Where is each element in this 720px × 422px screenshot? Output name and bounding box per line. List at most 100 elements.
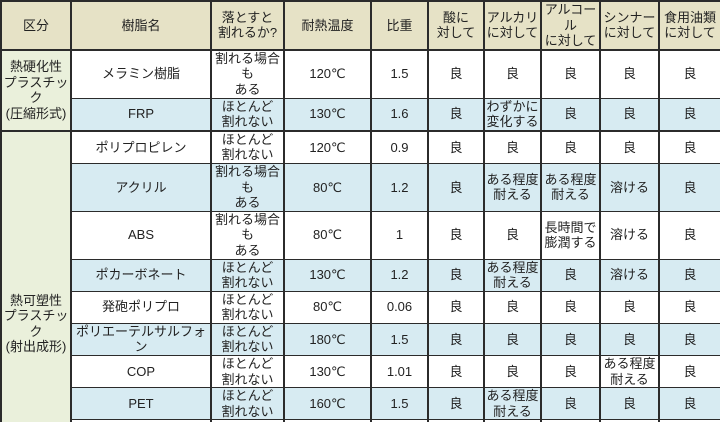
alkali-cell: 良 [483, 49, 542, 99]
header-specific-gravity: 比重 [370, 0, 429, 51]
thinner-cell: 溶ける [599, 258, 660, 292]
heat-temp-cell: 160℃ [283, 387, 372, 421]
resin-name-cell: ポリエーテルサルフォン [70, 322, 212, 357]
thinner-cell: 良 [599, 97, 660, 132]
header-category: 区分 [0, 0, 72, 51]
resin-name-cell: メラミン樹脂 [70, 49, 212, 99]
oil-cell: 良 [658, 387, 720, 421]
heat-temp-cell: 130℃ [283, 355, 372, 389]
table-row-acrylic: アクリル 割れる場合も ある 80℃ 1.2 良 ある程度 耐える ある程度 耐… [1, 162, 720, 212]
oil-cell: 良 [658, 162, 720, 212]
drop-resistance-cell: ほとんど 割れない [210, 258, 285, 292]
specific-gravity-cell: 0.06 [370, 290, 429, 324]
acid-cell: 良 [427, 97, 485, 132]
acid-cell: 良 [427, 387, 485, 421]
table-row-polylactic-acid: ポリ乳酸 割れる場合も ある 120℃ (0.45MPa) 1.42 良 ある程… [1, 419, 720, 422]
acid-cell: 良 [427, 322, 485, 357]
thinner-cell: 良 [599, 322, 660, 357]
acid-cell: 良 [427, 49, 485, 99]
drop-resistance-cell: ほとんど 割れない [210, 290, 285, 324]
table-row-polypropylene: 熱可塑性 プラスチック (射出成形) ポリプロピレン ほとんど 割れない 120… [0, 129, 720, 422]
resin-name-cell: ポリプロピレン [70, 129, 212, 164]
specific-gravity-cell: 1 [370, 210, 429, 260]
drop-resistance-cell: 割れる場合も ある [210, 49, 285, 99]
heat-temp-cell: 80℃ [283, 290, 372, 324]
header-thinner: シンナー に対して [599, 0, 660, 51]
resin-name-cell: ABS [70, 210, 212, 260]
alcohol-cell: 良 [540, 419, 601, 422]
category-cell-thermoset: 熱硬化性 プラスチック (圧縮形式) [0, 49, 72, 132]
category-cell-thermoplastic: 熱可塑性 プラスチック (射出成形) [0, 129, 72, 422]
specific-gravity-cell: 1.5 [370, 322, 429, 357]
alkali-cell: 良 [483, 355, 542, 389]
alcohol-cell: 良 [540, 387, 601, 421]
table-row-pet: PET ほとんど 割れない 160℃ 1.5 良 ある程度 耐える 良 良 良 [1, 387, 720, 421]
resin-name-cell: ポリ乳酸 [70, 419, 212, 422]
specific-gravity-cell: 1.5 [370, 387, 429, 421]
table-row-abs: ABS 割れる場合も ある 80℃ 1 良 良 長時間で 膨潤する 溶ける 良 [1, 210, 720, 260]
specific-gravity-cell: 1.2 [370, 258, 429, 292]
oil-cell: 良 [658, 49, 720, 99]
oil-cell: 良 [658, 97, 720, 132]
acid-cell: 良 [427, 162, 485, 212]
alcohol-cell: 良 [540, 355, 601, 389]
alkali-cell: ある程度 耐える [483, 258, 542, 292]
acid-cell: 良 [427, 290, 485, 324]
alkali-cell: ある程度 耐える [483, 419, 542, 422]
header-acid: 酸に 対して [427, 0, 485, 51]
specific-gravity-cell: 1.01 [370, 355, 429, 389]
thinner-cell: 長時間で 膨潤する [599, 419, 660, 422]
alcohol-cell: 良 [540, 322, 601, 357]
header-edible-oil: 食用油類 に対して [658, 0, 720, 51]
table-row-melamine: 熱硬化性 プラスチック (圧縮形式) メラミン樹脂 割れる場合も ある 120℃… [0, 49, 720, 132]
acid-cell: 良 [427, 419, 485, 422]
alkali-cell: ある程度 耐える [483, 162, 542, 212]
alkali-cell: わずかに 変化する [483, 97, 542, 132]
header-heat-temp: 耐熱温度 [283, 0, 372, 51]
drop-resistance-cell: 割れる場合も ある [210, 162, 285, 212]
oil-cell: 良 [658, 210, 720, 260]
heat-temp-cell: 130℃ [283, 97, 372, 132]
header-drop-resistance: 落とすと 割れるか? [210, 0, 285, 51]
resin-name-cell: アクリル [70, 162, 212, 212]
acid-cell: 良 [427, 129, 485, 164]
specific-gravity-cell: 1.5 [370, 49, 429, 99]
resin-name-cell: 発砲ポリプロ [70, 290, 212, 324]
thinner-cell: ある程度 耐える [599, 355, 660, 389]
alkali-cell: 良 [483, 322, 542, 357]
heat-temp-cell: 120℃ [283, 49, 372, 99]
thinner-cell: 溶ける [599, 210, 660, 260]
header-alkali: アルカリ に対して [483, 0, 542, 51]
oil-cell: 良 [658, 322, 720, 357]
oil-cell: 良 [658, 290, 720, 324]
oil-cell: 良 [658, 258, 720, 292]
thinner-cell: 良 [599, 290, 660, 324]
heat-temp-cell: 120℃ [283, 129, 372, 164]
alcohol-cell: 長時間で 膨潤する [540, 210, 601, 260]
header-row: 区分 樹脂名 落とすと 割れるか? 耐熱温度 比重 酸に 対して アルカリ に対… [0, 0, 720, 51]
header-resin-name: 樹脂名 [70, 0, 212, 51]
alcohol-cell: 良 [540, 129, 601, 164]
alkali-cell: 良 [483, 129, 542, 164]
drop-resistance-cell: ほとんど 割れない [210, 129, 285, 164]
table-row-polycarbonate: ポカーボネート ほとんど 割れない 130℃ 1.2 良 ある程度 耐える 良 … [1, 258, 720, 292]
oil-cell: 良 [658, 355, 720, 389]
oil-cell: 良 [658, 129, 720, 164]
header-alcohol: アルコール に対して [540, 0, 601, 51]
resin-name-cell: FRP [70, 97, 212, 132]
table-row-cop: COP ほとんど 割れない 130℃ 1.01 良 良 良 ある程度 耐える 良 [1, 355, 720, 389]
table-row-frp: FRP ほとんど 割れない 130℃ 1.6 良 わずかに 変化する 良 良 良 [1, 97, 720, 132]
table-row-foamed-pp: 発砲ポリプロ ほとんど 割れない 80℃ 0.06 良 良 良 良 良 [1, 290, 720, 324]
alkali-cell: ある程度 耐える [483, 387, 542, 421]
specific-gravity-cell: 1.42 [370, 419, 429, 422]
alcohol-cell: ある程度 耐える [540, 162, 601, 212]
drop-resistance-cell: 割れる場合も ある [210, 210, 285, 260]
alcohol-cell: 良 [540, 290, 601, 324]
heat-temp-cell-upper: 120℃ (0.45MPa) [283, 419, 372, 422]
specific-gravity-cell: 1.6 [370, 97, 429, 132]
resin-name-cell: COP [70, 355, 212, 389]
alkali-cell: 良 [483, 290, 542, 324]
acid-cell: 良 [427, 210, 485, 260]
